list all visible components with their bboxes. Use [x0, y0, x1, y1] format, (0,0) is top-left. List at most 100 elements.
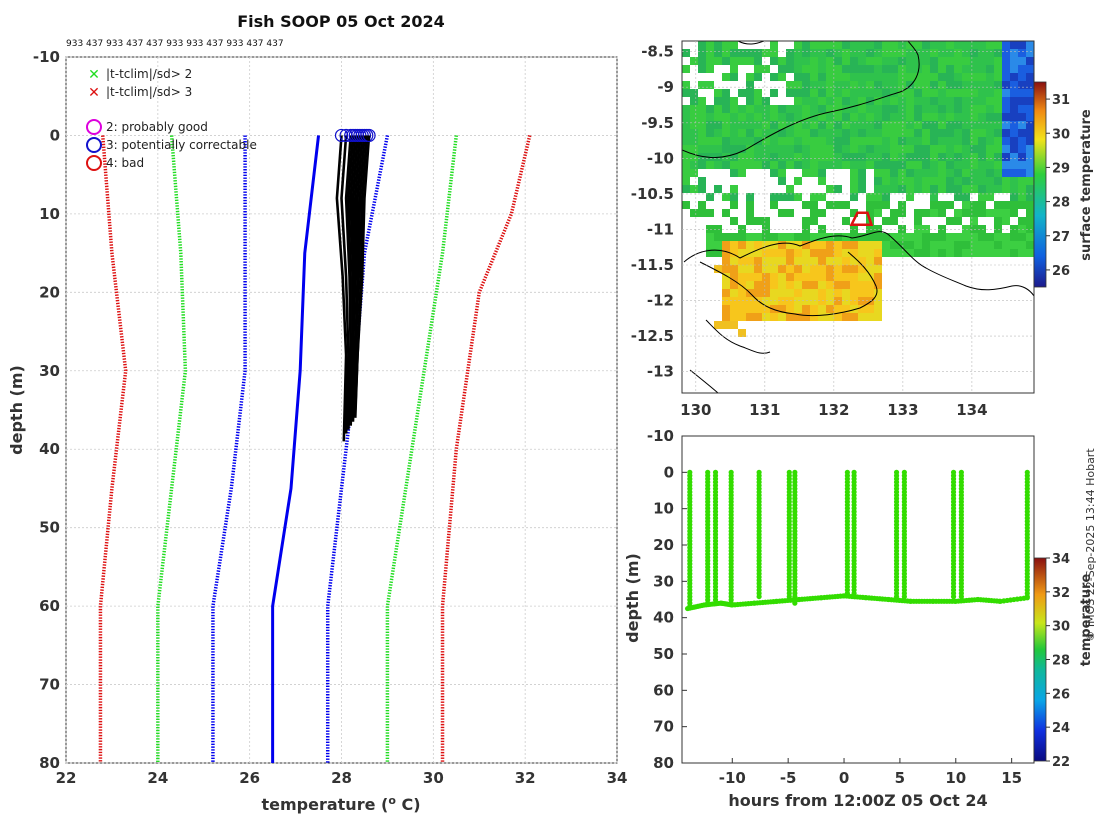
sst-cell — [962, 145, 970, 153]
sst-cell — [722, 129, 730, 137]
y-tick-label: 60 — [39, 597, 60, 615]
map-x-tick-label: 130 — [680, 401, 711, 419]
sst-cell — [826, 249, 834, 257]
sst-cell — [810, 57, 818, 65]
sst-cell — [842, 105, 850, 113]
sst-cell — [858, 89, 866, 97]
sst-cell — [882, 185, 890, 193]
sst-cell — [874, 257, 882, 265]
sst-cell — [978, 73, 986, 81]
sst-cell — [706, 241, 714, 249]
sst-cell — [730, 145, 738, 153]
sst-cell — [906, 137, 914, 145]
sst-cell — [746, 73, 754, 81]
sst-cell — [730, 97, 738, 105]
sst-cell — [818, 177, 826, 185]
sst-cell — [770, 137, 778, 145]
sst-cell — [890, 89, 898, 97]
sst-cell — [770, 57, 778, 65]
sst-cell — [898, 161, 906, 169]
sst-cell — [810, 49, 818, 57]
sst-cell — [866, 257, 874, 265]
sst-cell — [954, 65, 962, 73]
sst-cell — [802, 121, 810, 129]
sst-cell — [722, 305, 730, 313]
sst-cell — [954, 57, 962, 65]
sst-cell — [978, 65, 986, 73]
sst-cell — [954, 193, 962, 201]
y-tick-label: 50 — [39, 519, 60, 537]
sst-cell — [818, 105, 826, 113]
sst-cell — [858, 105, 866, 113]
sst-cell — [818, 233, 826, 241]
sst-cell — [730, 57, 738, 65]
sst-cell — [762, 113, 770, 121]
sst-cell — [914, 177, 922, 185]
sst-cell — [1018, 217, 1026, 225]
sst-cell — [890, 209, 898, 217]
sst-cell — [994, 209, 1002, 217]
sst-cell — [794, 313, 802, 321]
sst-cell — [978, 209, 986, 217]
sst-cell — [730, 297, 738, 305]
sst-cell — [738, 305, 746, 313]
sst-cell — [946, 81, 954, 89]
ship-position-marker — [849, 211, 874, 227]
sst-cell — [922, 129, 930, 137]
sst-cell — [714, 249, 722, 257]
sst-cell — [834, 105, 842, 113]
sst-cell — [730, 161, 738, 169]
map-y-tick-label: -13 — [647, 363, 674, 381]
sst-cell — [810, 65, 818, 73]
sst-cell — [898, 97, 906, 105]
legend-qc3-marker — [86, 137, 102, 153]
sst-cell — [874, 129, 882, 137]
sst-cell — [770, 105, 778, 113]
sst-cell — [1018, 49, 1026, 57]
sst-cell — [938, 201, 946, 209]
sst-cell — [778, 73, 786, 81]
sst-cell — [794, 145, 802, 153]
sst-cell — [850, 97, 858, 105]
sst-cell — [762, 49, 770, 57]
temperature-colorbar-tick-label: 34 — [1052, 552, 1070, 567]
sst-cell — [858, 169, 866, 177]
sst-cell — [978, 105, 986, 113]
sst-cell — [930, 161, 938, 169]
sst-cell — [810, 209, 818, 217]
sst-cell — [690, 89, 698, 97]
sst-cell — [786, 145, 794, 153]
sst-cell — [754, 129, 762, 137]
sst-cell — [802, 313, 810, 321]
sst-cell — [970, 81, 978, 89]
sst-cell — [930, 105, 938, 113]
x-tick-label: 28 — [331, 769, 352, 787]
sst-cell — [1018, 105, 1026, 113]
sst-cell — [730, 217, 738, 225]
sst-cell — [994, 113, 1002, 121]
sst-cell — [882, 145, 890, 153]
sst-cell — [890, 57, 898, 65]
sst-cell — [866, 297, 874, 305]
sst-cell — [858, 257, 866, 265]
sst-cell — [738, 313, 746, 321]
temperature-colorbar-tick-label: 32 — [1052, 586, 1070, 601]
sst-cell — [738, 57, 746, 65]
sst-cell — [994, 233, 1002, 241]
sst-cell — [762, 249, 770, 257]
sst-cell — [722, 57, 730, 65]
sst-cell — [930, 201, 938, 209]
sst-cell — [834, 65, 842, 73]
sst-cell — [858, 297, 866, 305]
sst-cell — [1002, 161, 1010, 169]
sst-cell — [682, 185, 690, 193]
sst-cell — [1018, 57, 1026, 65]
sst-cell — [890, 177, 898, 185]
sst-cell — [922, 57, 930, 65]
sst-cell — [914, 145, 922, 153]
sst-cell — [826, 313, 834, 321]
sst-cell — [834, 49, 842, 57]
sst-cell — [842, 273, 850, 281]
sst-cell — [850, 121, 858, 129]
sst-cell — [818, 81, 826, 89]
